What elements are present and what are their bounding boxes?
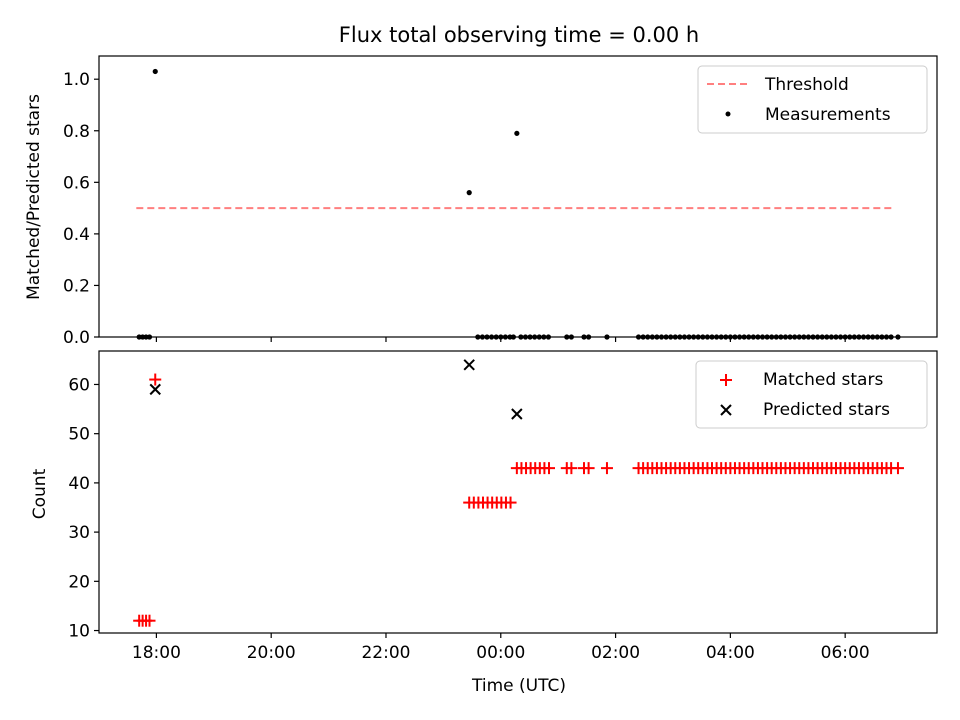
matched-star-point [542, 462, 555, 475]
top-y-tick-label: 0.2 [63, 276, 90, 296]
legend-predicted-label: Predicted stars [763, 400, 890, 420]
measurement-point [514, 130, 520, 136]
matched-star-point [149, 373, 162, 386]
x-tick-label: 20:00 [247, 643, 296, 663]
measurement-point [152, 68, 158, 75]
x-tick-label: 22:00 [361, 643, 410, 663]
x-tick-label: 04:00 [706, 643, 755, 663]
bottom-y-tick-label: 50 [68, 425, 90, 445]
predicted-star-point [511, 408, 523, 420]
top-frame [98, 55, 938, 338]
top-y-axis-label: Matched/Predicted stars [24, 94, 44, 300]
matched-star-point [600, 462, 613, 475]
bottom-y-tick-label: 60 [68, 375, 90, 395]
bottom-y-axis: 10 20 30 40 50 60 [68, 375, 99, 642]
bottom-y-axis-label: Count [30, 468, 50, 519]
x-tick-label: 02:00 [591, 643, 640, 663]
legend-threshold-label: Threshold [764, 75, 849, 95]
top-y-tick-label: 0.6 [63, 173, 90, 193]
top-legend-frame [697, 65, 928, 134]
top-legend: Threshold Measurements [697, 65, 928, 134]
x-tick-label: 06:00 [821, 643, 870, 663]
top-y-tick-label: 0.0 [63, 328, 90, 348]
top-y-tick-label: 0.8 [63, 122, 90, 142]
x-axis-label: Time (UTC) [471, 676, 566, 696]
matched-star-point [565, 462, 578, 475]
bottom-legend: Matched stars Predicted stars [695, 360, 928, 429]
bottom-frame [98, 350, 938, 634]
figure-title: Flux total observing time = 0.00 h [339, 23, 699, 47]
top-y-axis: 0.0 0.2 0.4 0.6 0.8 1.0 [63, 70, 99, 348]
matched-star-point [504, 496, 517, 509]
bottom-y-tick-label: 40 [68, 474, 90, 494]
bottom-x-axis: 18:00 20:00 22:00 00:00 02:00 04:00 06:00 [132, 633, 870, 663]
legend-predicted-swatch [720, 404, 732, 416]
legend-matched-swatch [720, 374, 732, 386]
top-x-ticks [155, 337, 846, 342]
bottom-y-tick-label: 30 [68, 523, 90, 543]
predicted-star-point [463, 359, 475, 371]
matched-star-point [143, 614, 156, 627]
bottom-panel: 10 20 30 40 50 60 18:00 20:00 22:00 00:00 02:00 04… [30, 350, 938, 696]
top-y-tick-label: 0.4 [63, 225, 90, 245]
top-panel: 0.0 0.2 0.4 0.6 0.8 1.0 Matched/Predicted sta… [24, 55, 938, 348]
matched-star-point [582, 462, 595, 475]
bottom-y-tick-label: 20 [68, 572, 90, 592]
bottom-y-tick-label: 10 [68, 622, 90, 642]
bottom-legend-frame [695, 360, 928, 429]
x-tick-label: 18:00 [132, 643, 181, 663]
measurement-point [466, 190, 472, 196]
x-tick-label: 00:00 [476, 643, 525, 663]
top-y-tick-label: 1.0 [63, 70, 90, 90]
predicted-star-point [149, 383, 161, 396]
legend-measurements-label: Measurements [765, 105, 891, 125]
bottom-marks [133, 359, 904, 627]
legend-measurements-swatch [725, 111, 731, 117]
matched-star-point [891, 462, 904, 475]
legend-matched-label: Matched stars [763, 370, 883, 390]
